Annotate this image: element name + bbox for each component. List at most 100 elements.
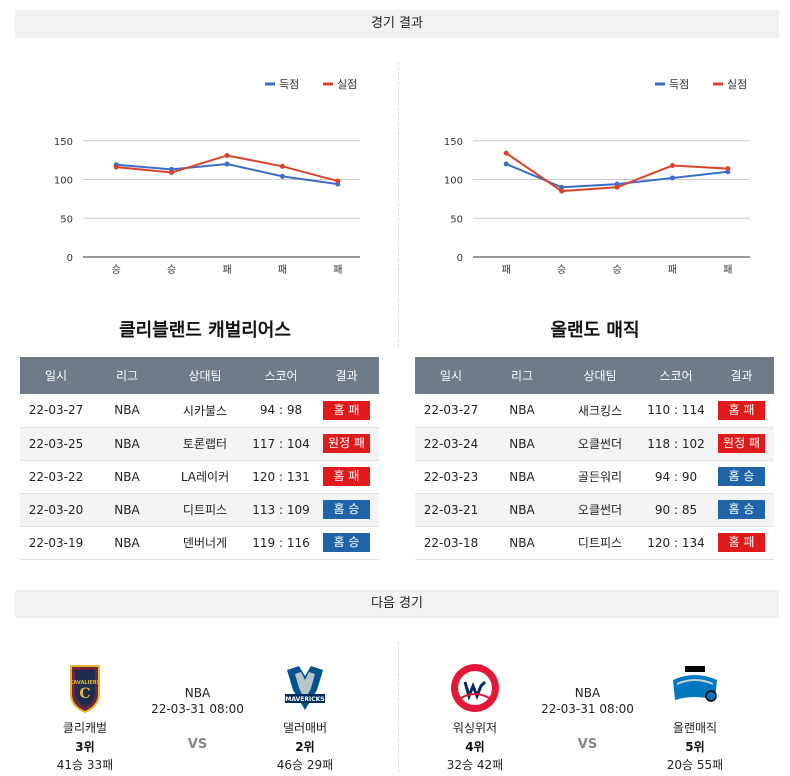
svg-text:MAVERICKS: MAVERICKS (285, 696, 324, 703)
right-team-title: 올랜도 매직 (550, 320, 640, 341)
away-team: 올랜매직 5위 20승 55패 (640, 650, 750, 773)
result-badge: 홈 승 (718, 467, 765, 486)
cell-date: 22-03-21 (415, 493, 487, 527)
right-chart-svg: 0 50 100 150 패 승 승 패 패 득점 실점 (444, 78, 750, 276)
data-point (503, 161, 509, 167)
cell-league: NBA (487, 427, 557, 461)
col-league: 리그 (92, 357, 162, 394)
game-time: 22-03-31 08:00 (541, 702, 634, 716)
results-section-header: 경기 결과 (15, 10, 779, 38)
cell-date: 22-03-22 (20, 460, 92, 494)
game-league: NBA (184, 686, 211, 700)
x-tick-label: 패 (278, 264, 287, 276)
wizards-logo-icon (451, 664, 499, 712)
x-tick-label: 패 (668, 264, 677, 276)
x-tick-label: 패 (333, 264, 342, 276)
result-badge: 홈 승 (323, 533, 370, 552)
y-tick-label: 0 (67, 253, 73, 264)
table-header-row: 일시 리그 상대팀 스코어 결과 (415, 357, 774, 394)
game-info: NBA 22-03-31 08:00 VS (135, 686, 260, 752)
cell-opponent: 덴버너게 (162, 526, 248, 560)
left-chart-svg: 0 50 100 150 승 승 패 패 패 득점 실점 (54, 78, 360, 276)
y-tick-label: 50 (60, 214, 73, 225)
magic-logo-icon (673, 666, 717, 702)
x-tick-label: 승 (112, 264, 121, 276)
cell-league: NBA (487, 493, 557, 527)
away-team-rank: 5위 (685, 740, 705, 754)
cell-opponent: 토론랩터 (162, 427, 248, 461)
legend-label: 실점 (337, 78, 357, 91)
cell-date: 22-03-24 (415, 427, 487, 461)
right-chart: 0 50 100 150 패 승 승 패 패 득점 실점 (400, 62, 780, 290)
away-team-name: 댈러매버 (282, 721, 328, 735)
home-team-rank: 4위 (465, 740, 485, 754)
cell-result: 홈 승 (709, 493, 774, 527)
next-game-card: 워싱위저 4위 32승 42패 NBA 22-03-31 08:00 VS 올랜… (405, 650, 775, 773)
legend-label: 득점 (279, 78, 299, 91)
col-score: 스코어 (248, 357, 314, 394)
left-chart: 0 50 100 150 승 승 패 패 패 득점 실점 (10, 62, 390, 290)
col-score: 스코어 (643, 357, 709, 394)
col-result: 결과 (709, 357, 774, 394)
cell-date: 22-03-18 (415, 526, 487, 560)
cell-result: 홈 패 (314, 460, 379, 494)
home-team: 워싱위저 4위 32승 42패 (420, 650, 530, 773)
vs-label: VS (187, 737, 208, 752)
data-point (614, 184, 620, 190)
cell-league: NBA (92, 427, 162, 461)
cell-score: 110 : 114 (643, 394, 709, 428)
y-tick-label: 150 (444, 137, 463, 148)
y-tick-label: 100 (54, 176, 73, 187)
col-opponent: 상대팀 (557, 357, 643, 394)
cell-result: 홈 승 (314, 493, 379, 527)
cell-score: 120 : 131 (248, 460, 314, 494)
next-game-title: 다음 경기 (371, 596, 423, 611)
cell-league: NBA (487, 526, 557, 560)
table-row: 22-03-22 NBA LA레이커 120 : 131 홈 패 (20, 460, 379, 494)
cell-result: 원정 패 (709, 427, 774, 461)
result-badge: 홈 패 (323, 400, 370, 420)
cell-date: 22-03-27 (20, 394, 92, 428)
home-team-name: 워싱위저 (452, 721, 498, 735)
cell-opponent: LA레이커 (162, 460, 248, 494)
right-results-table: 일시 리그 상대팀 스코어 결과 22-03-27 NBA 새크킹스 110 :… (415, 357, 774, 560)
cell-date: 22-03-25 (20, 427, 92, 461)
x-tick-label: 패 (222, 264, 231, 276)
legend-label: 실점 (727, 78, 747, 91)
result-badge: 원정 패 (718, 434, 765, 453)
cell-date: 22-03-23 (415, 460, 487, 494)
x-tick-label: 승 (167, 264, 176, 276)
cell-result: 홈 패 (709, 526, 774, 560)
divider (398, 62, 399, 347)
results-title: 경기 결과 (371, 16, 423, 31)
col-result: 결과 (314, 357, 379, 394)
result-badge: 홈 승 (718, 500, 765, 519)
cell-score: 118 : 102 (643, 427, 709, 461)
data-point (224, 161, 230, 167)
cell-league: NBA (487, 394, 557, 428)
game-league: NBA (574, 686, 601, 700)
cell-score: 119 : 116 (248, 526, 314, 560)
cell-score: 90 : 85 (643, 493, 709, 527)
data-point (559, 184, 565, 190)
table-row: 22-03-27 NBA 새크킹스 110 : 114 홈 패 (415, 394, 774, 428)
data-point (559, 188, 565, 194)
data-point (335, 178, 341, 184)
table-row: 22-03-21 NBA 오클썬더 90 : 85 홈 승 (415, 493, 774, 527)
svg-text:CAVALIERS: CAVALIERS (70, 680, 101, 686)
data-point (279, 163, 285, 169)
cell-opponent: 디트피스 (162, 493, 248, 527)
data-point (669, 175, 675, 181)
home-team-name: 클리캐벌 (62, 721, 108, 735)
cell-opponent: 골든워리 (557, 460, 643, 494)
game-time: 22-03-31 08:00 (151, 702, 244, 716)
result-badge: 홈 승 (323, 500, 370, 519)
col-date: 일시 (415, 357, 487, 394)
vs-label: VS (577, 737, 598, 752)
data-point (669, 163, 675, 169)
cell-result: 홈 패 (314, 394, 379, 428)
left-results-table: 일시 리그 상대팀 스코어 결과 22-03-27 NBA 시카불스 94 : … (20, 357, 379, 560)
left-team-title: 클리블랜드 캐벌리어스 (119, 320, 291, 341)
table-row: 22-03-18 NBA 디트피스 120 : 134 홈 패 (415, 526, 774, 560)
cell-score: 117 : 104 (248, 427, 314, 461)
